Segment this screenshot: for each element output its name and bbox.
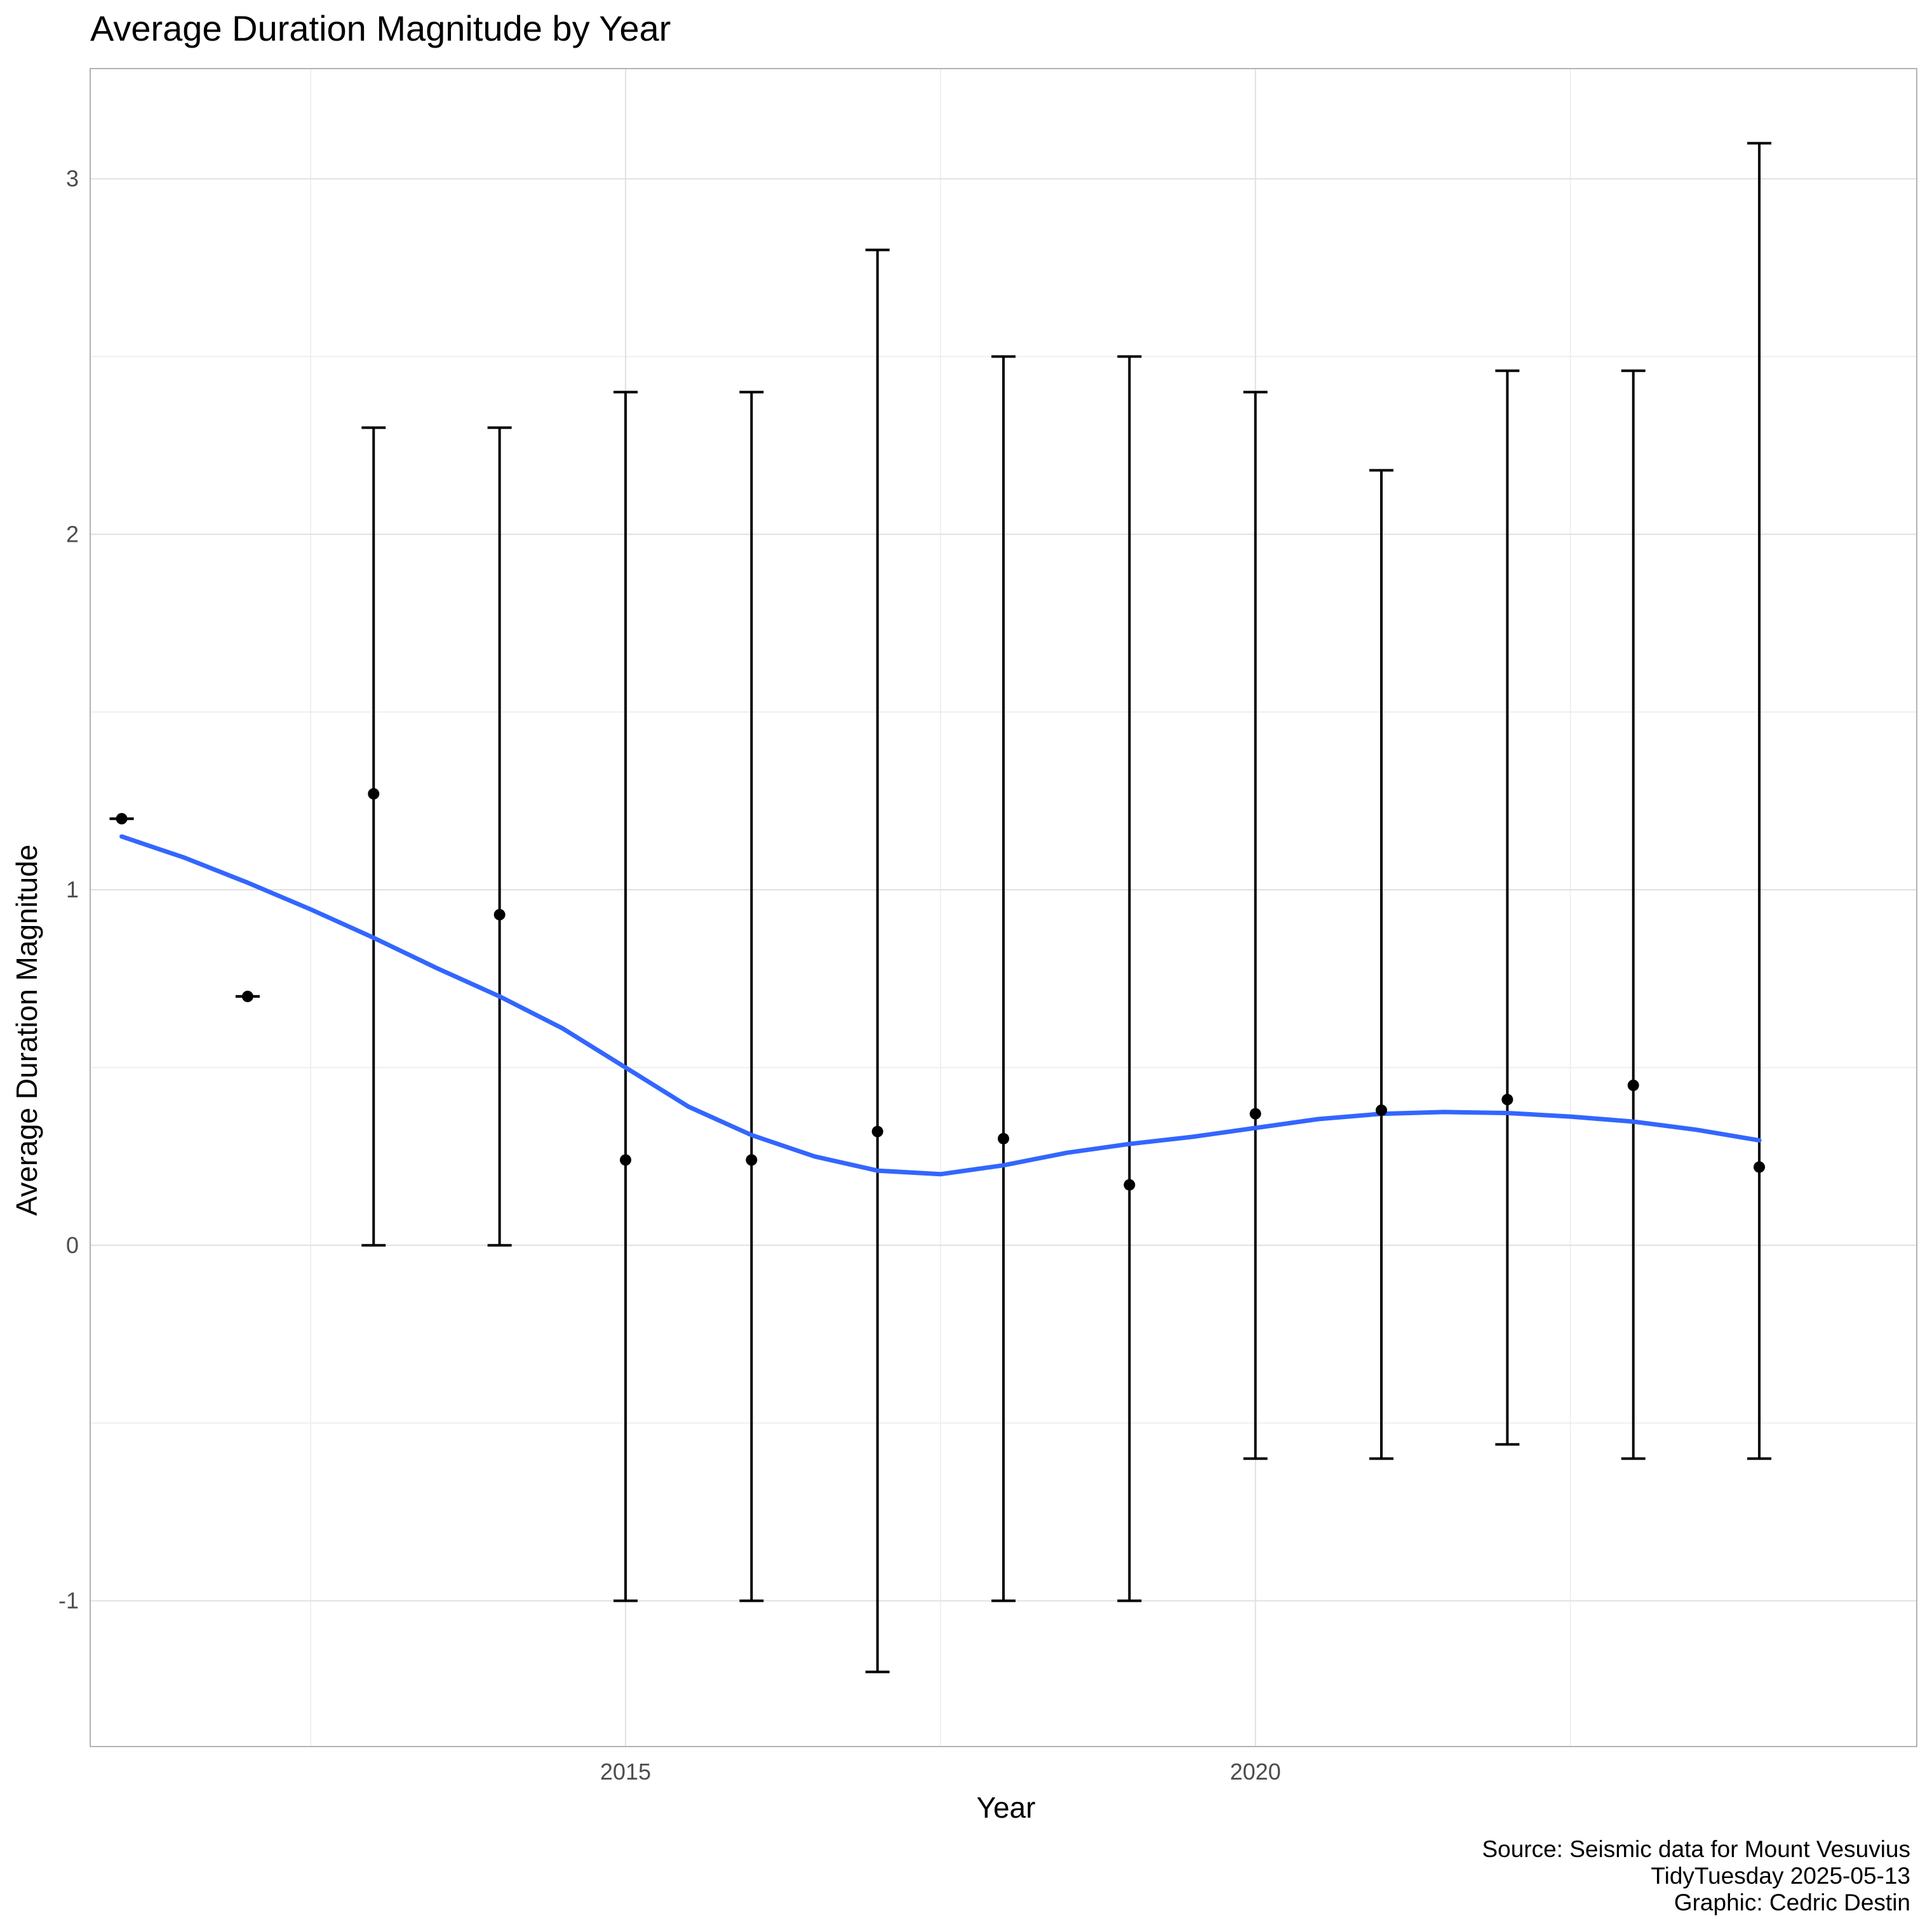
data-point (368, 788, 380, 800)
y-axis-ticks: -1 0 1 2 3 (58, 166, 79, 1614)
data-point (1627, 1079, 1639, 1091)
y-tick-label: 3 (66, 166, 79, 192)
caption-tidytuesday: TidyTuesday 2025-05-13 (1651, 1863, 1910, 1889)
smooth-trend-line (119, 834, 1762, 1177)
y-axis-title: Average Duration Magnitude (10, 845, 43, 1216)
x-axis-ticks: 2015 2020 (600, 1759, 1281, 1785)
y-tick-label: 1 (66, 876, 79, 902)
data-point (619, 1154, 631, 1166)
x-tick-label: 2020 (1230, 1759, 1281, 1785)
data-points (116, 788, 1766, 1191)
y-tick-label: 2 (66, 521, 79, 547)
data-point (1501, 1094, 1513, 1106)
x-tick-label: 2015 (600, 1759, 651, 1785)
data-point (1124, 1179, 1136, 1191)
error-bars (109, 142, 1772, 1674)
data-point (116, 813, 128, 825)
x-axis-title: Year (977, 1791, 1036, 1824)
chart-title: Average Duration Magnitude by Year (90, 8, 671, 48)
data-point (1754, 1161, 1766, 1173)
data-point (241, 990, 253, 1002)
data-point (998, 1132, 1009, 1144)
data-point (493, 909, 506, 921)
data-point (746, 1154, 758, 1166)
data-point (871, 1125, 883, 1137)
caption-source: Source: Seismic data for Mount Vesuvius (1482, 1836, 1910, 1862)
data-point (1249, 1108, 1261, 1120)
caption-graphic: Graphic: Cedric Destin (1674, 1889, 1910, 1915)
data-point (1376, 1104, 1388, 1117)
y-tick-label: -1 (58, 1588, 79, 1614)
panel-border (90, 68, 1917, 1747)
y-tick-label: 0 (66, 1232, 79, 1258)
